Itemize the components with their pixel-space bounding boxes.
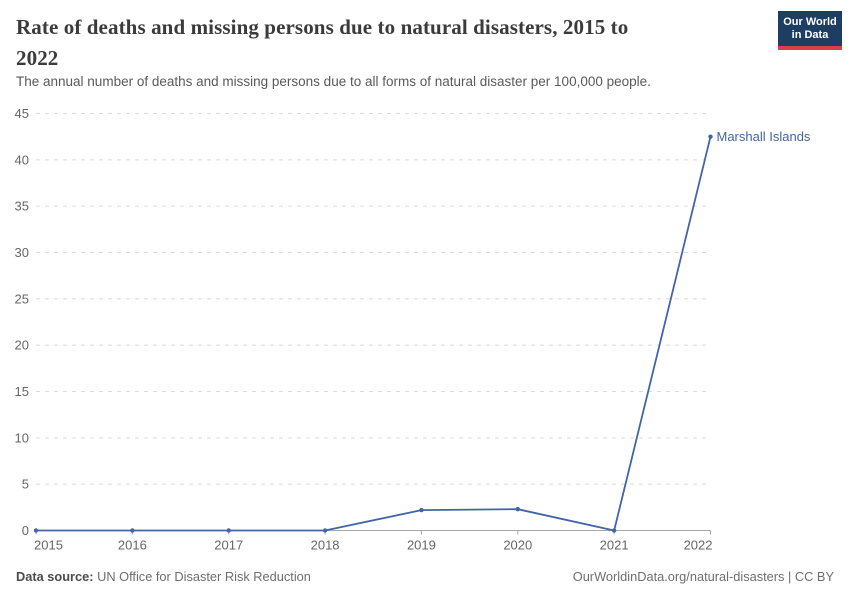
x-tick-label: 2017: [214, 538, 243, 553]
x-tick-label: 2018: [311, 538, 340, 553]
x-tick-label: 2022: [684, 538, 713, 553]
owid-logo: Our World in Data: [778, 11, 842, 50]
data-source: Data source: UN Office for Disaster Risk…: [16, 569, 311, 584]
attribution: OurWorldinData.org/natural-disasters | C…: [572, 569, 834, 584]
y-tick-label: 20: [15, 338, 29, 353]
y-tick-label: 0: [22, 523, 29, 538]
page-title: Rate of deaths and missing persons due t…: [16, 12, 756, 74]
y-tick-label: 30: [15, 245, 29, 260]
owid-logo-line-2: in Data: [791, 28, 829, 41]
data-point: [322, 528, 328, 533]
chart-footer: Data source: UN Office for Disaster Risk…: [16, 569, 834, 584]
data-source-value: UN Office for Disaster Risk Reduction: [97, 569, 311, 584]
data-point: [515, 506, 520, 512]
y-tick-label: 10: [15, 430, 29, 445]
y-tick-label: 40: [15, 152, 29, 167]
page-title-line-1: Rate of deaths and missing persons due t…: [16, 15, 629, 39]
series-line: [36, 136, 712, 532]
y-tick-label: 25: [15, 291, 29, 306]
x-tick-label: 2020: [503, 538, 532, 553]
x-tick-label: 2015: [34, 538, 63, 553]
data-source-label: Data source:: [16, 569, 94, 584]
data-point: [33, 528, 39, 533]
chart-subtitle: The annual number of deaths and missing …: [16, 74, 651, 89]
data-point: [226, 528, 231, 533]
data-point: [130, 528, 135, 533]
data-point: [419, 507, 424, 513]
y-tick-label: 5: [22, 477, 29, 492]
data-point: [708, 134, 713, 139]
y-tick-label: 45: [15, 106, 29, 121]
x-tick-label: 2021: [600, 538, 629, 553]
x-tick-label: 2016: [118, 538, 147, 553]
data-point: [611, 528, 617, 533]
x-tick-label: 2019: [407, 538, 436, 553]
page-title-line-2: 2022: [16, 46, 59, 70]
y-tick-label: 35: [15, 199, 29, 214]
y-tick-label: 15: [15, 384, 29, 399]
owid-logo-line-1: Our World: [783, 15, 837, 28]
series-end-label: Marshall Islands: [717, 129, 811, 144]
